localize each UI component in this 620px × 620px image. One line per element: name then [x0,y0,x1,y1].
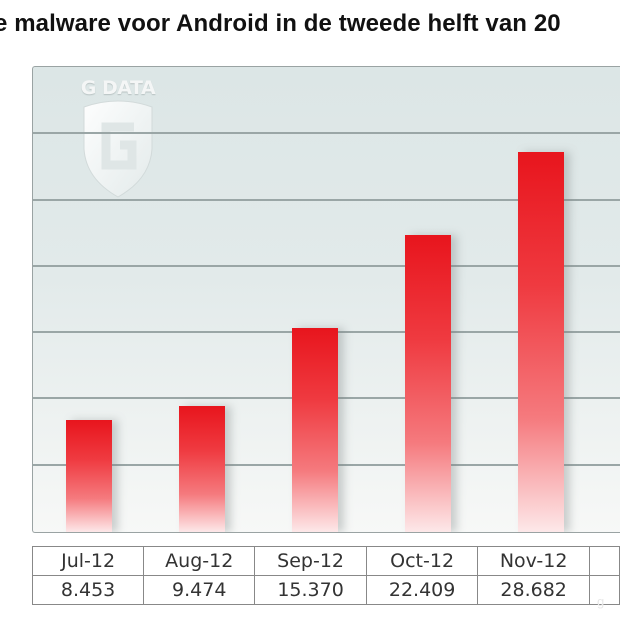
table-cell-category: Jul-12 [31,546,145,576]
table-row-values: 8.453 9.474 15.370 22.409 28.682 [31,575,620,605]
table-cell-category: Sep-12 [254,546,367,576]
table-cell-category: Aug-12 [143,546,256,576]
chart-title: e malware voor Android in de tweede helf… [0,10,561,37]
gridline [33,264,620,267]
gridline [33,132,620,135]
table-row-categories: Jul-12 Aug-12 Sep-12 Oct-12 Nov-12 [31,546,620,576]
bar-sep-12 [292,328,338,532]
bar-aug-12 [179,406,225,532]
table-cell-value: 28.682 [477,575,590,605]
table-cell-value [588,575,620,605]
logo-text: G DATA [80,77,156,99]
table-cell-value: 8.453 [31,575,145,605]
plot-area: G DATA [32,66,620,533]
table-cell-category: Nov-12 [477,546,590,576]
gridline [33,198,620,201]
bar-oct-12 [405,234,451,532]
bar-nov-12 [518,151,564,532]
gdata-logo: G DATA [73,77,163,198]
watermark-glyph: g [597,594,605,609]
bar-jul-12 [66,419,112,532]
table-cell-category: Oct-12 [365,546,479,576]
gdata-shield-icon [83,100,153,198]
table-cell-value: 9.474 [143,575,256,605]
table-cell-value: 15.370 [254,575,367,605]
table-cell-value: 22.409 [365,575,479,605]
data-table: Jul-12 Aug-12 Sep-12 Oct-12 Nov-12 8.453… [31,546,620,605]
table-cell-category [588,546,620,576]
